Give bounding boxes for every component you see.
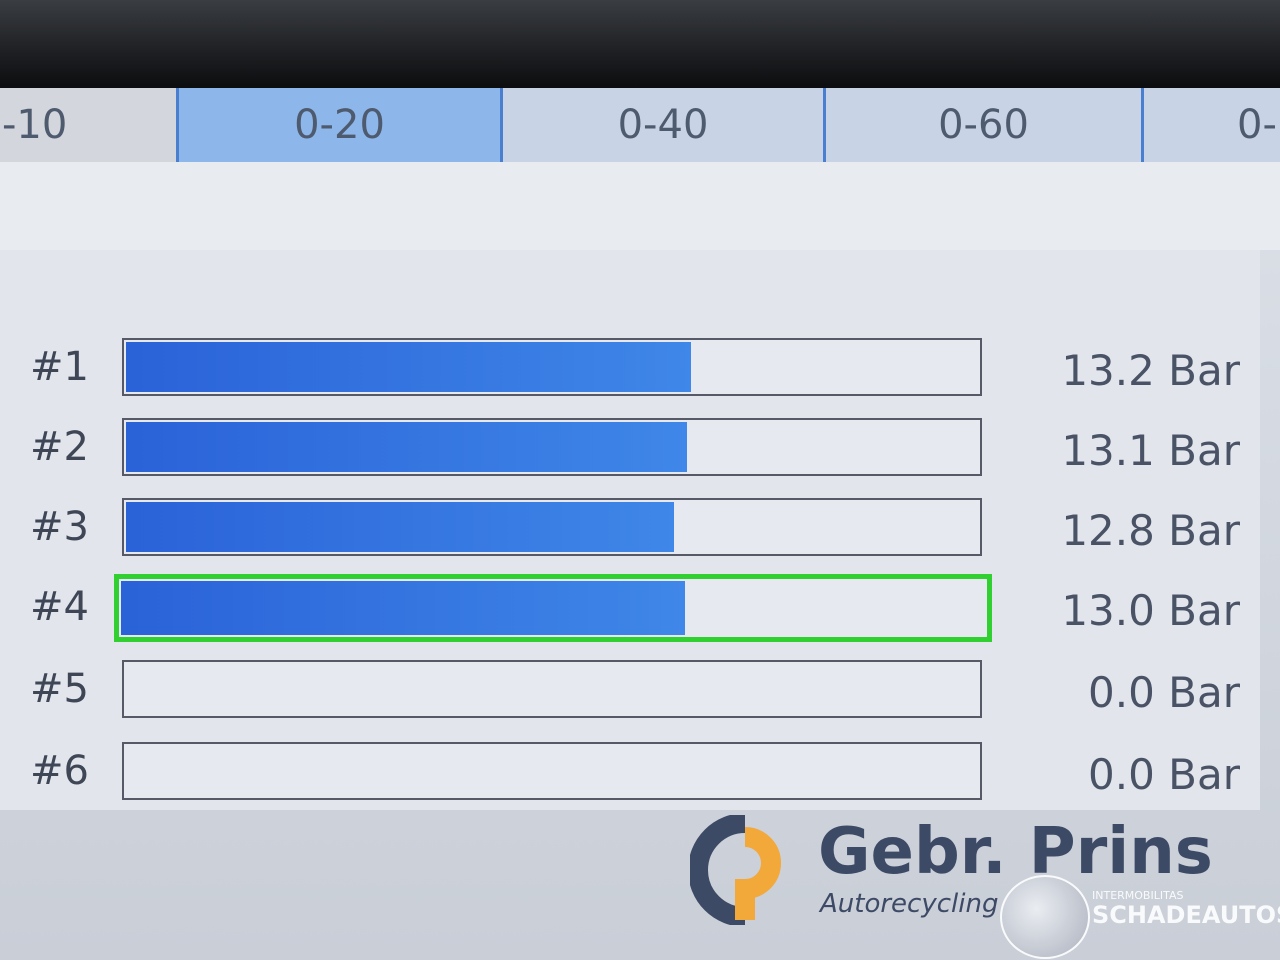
pressure-bar-fill xyxy=(126,342,691,392)
pressure-value: 0.0 Bar xyxy=(1088,668,1240,717)
cylinder-row-4[interactable]: #4 13.0 Bar xyxy=(0,574,1280,642)
pressure-value: 13.1 Bar xyxy=(1061,426,1240,475)
pressure-bar[interactable] xyxy=(122,660,982,718)
tab-label: 0-40 xyxy=(617,102,709,148)
brand-name: Gebr. Prins xyxy=(818,815,1213,889)
range-tabs: -10 0-20 0-40 0-60 0- xyxy=(0,88,1280,162)
cylinder-label: #3 xyxy=(30,504,89,550)
cylinder-row-5[interactable]: #5 0.0 Bar xyxy=(0,660,1280,720)
pressure-value: 13.0 Bar xyxy=(1061,586,1240,635)
cylinder-row-3[interactable]: #3 12.8 Bar xyxy=(0,498,1280,558)
watermark-small-text: INTERMOBILITAS xyxy=(1092,889,1184,902)
pressure-bar[interactable] xyxy=(122,742,982,800)
cylinder-label: #4 xyxy=(30,584,89,630)
watermark-site: SCHADEAUTOS.NL xyxy=(1092,901,1280,929)
tab-range-0-40[interactable]: 0-40 xyxy=(503,88,826,162)
header-strip xyxy=(0,162,1280,250)
tab-range-next[interactable]: 0- xyxy=(1144,88,1280,162)
pressure-bar[interactable] xyxy=(122,338,982,396)
tab-range-0-60[interactable]: 0-60 xyxy=(826,88,1144,162)
globe-icon xyxy=(1000,875,1090,959)
pressure-value: 13.2 Bar xyxy=(1061,346,1240,395)
pressure-bar[interactable] xyxy=(114,574,992,642)
cylinder-row-2[interactable]: #2 13.1 Bar xyxy=(0,418,1280,478)
tab-label: 0-20 xyxy=(294,102,385,148)
screen-bezel xyxy=(0,0,1280,88)
pressure-bar-fill xyxy=(126,422,687,472)
gebr-prins-logo-icon xyxy=(690,815,781,925)
cylinder-label: #1 xyxy=(30,344,89,390)
schadeautos-watermark: INTERMOBILITAS SCHADEAUTOS.NL xyxy=(1000,875,1280,959)
tab-range-10[interactable]: -10 xyxy=(0,88,176,162)
pressure-bar[interactable] xyxy=(122,418,982,476)
pressure-bar-fill xyxy=(126,502,674,552)
watermark-logo: Gebr. Prins Autorecycling INTERMOBILITAS… xyxy=(690,815,1280,959)
tab-range-0-20[interactable]: 0-20 xyxy=(176,88,503,162)
pressure-value: 12.8 Bar xyxy=(1061,506,1240,555)
pressure-bar-fill xyxy=(121,581,686,635)
tab-label: 0- xyxy=(1237,102,1277,148)
tab-label: 0-60 xyxy=(938,102,1029,148)
cylinder-row-6[interactable]: #6 0.0 Bar xyxy=(0,742,1280,802)
tab-label: -10 xyxy=(2,102,68,148)
cylinder-label: #6 xyxy=(30,748,89,794)
cylinder-label: #5 xyxy=(30,666,89,712)
cylinder-label: #2 xyxy=(30,424,89,470)
cylinder-row-1[interactable]: #1 13.2 Bar xyxy=(0,338,1280,398)
pressure-bar[interactable] xyxy=(122,498,982,556)
pressure-value: 0.0 Bar xyxy=(1088,750,1240,799)
brand-tagline: Autorecycling xyxy=(820,889,999,919)
